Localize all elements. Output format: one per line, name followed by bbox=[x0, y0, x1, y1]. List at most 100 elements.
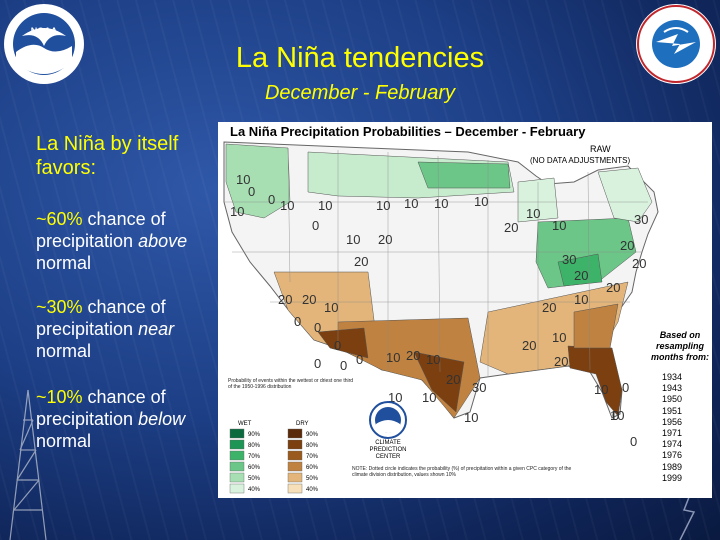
noaa-logo: NOAA bbox=[4, 4, 84, 84]
legend-wet-value: 40% bbox=[248, 487, 261, 493]
cpc-logo bbox=[369, 401, 407, 439]
map-title: La Niña Precipitation Probabilities – De… bbox=[230, 124, 586, 139]
legend-dry-swatch bbox=[287, 483, 303, 494]
map-note: NOTE: Dotted circle indicates the probab… bbox=[352, 466, 572, 478]
map-value: 20 bbox=[302, 292, 317, 307]
year-item: 1950 bbox=[662, 394, 683, 405]
map-value: 20 bbox=[378, 232, 393, 247]
cpc-label: CLIMATE PREDICTION CENTER bbox=[369, 440, 407, 460]
map-value: 20 bbox=[574, 268, 589, 283]
map-value: 20 bbox=[278, 292, 293, 307]
legend-wet-swatch bbox=[229, 428, 245, 439]
map-value: 20 bbox=[446, 372, 461, 387]
year-item: 1971 bbox=[662, 428, 683, 439]
year-item: 1976 bbox=[662, 450, 683, 461]
year-item: 1934 bbox=[662, 372, 683, 382]
map-value: 30 bbox=[562, 252, 577, 267]
legend-dry-value: 80% bbox=[306, 443, 319, 449]
map-value: 10 bbox=[318, 198, 333, 213]
years-list: 1934 1943 1950 1951 1956 1971 1974 1976 1989 1999 bbox=[662, 372, 682, 484]
bullet-text: chance of precipitation bbox=[36, 297, 166, 339]
map-value: 10 bbox=[376, 198, 391, 213]
map-value: 10 bbox=[422, 390, 437, 405]
legend-dry-swatch bbox=[287, 472, 303, 483]
bullet-percent: ~30% bbox=[36, 297, 83, 317]
map-value: 20 bbox=[504, 220, 519, 235]
legend-wet-label: WET bbox=[238, 421, 252, 427]
map-value: 10 bbox=[594, 382, 609, 397]
bullet-text: normal bbox=[36, 431, 92, 451]
map-value: 0 bbox=[356, 352, 364, 367]
bullet-emphasis: near bbox=[138, 319, 175, 339]
legend-wet-value: 60% bbox=[248, 465, 261, 471]
wet-region-northernplains bbox=[417, 161, 511, 189]
map-value: 0 bbox=[248, 184, 256, 199]
precipitation-map: La Niña Precipitation Probabilities – De… bbox=[218, 122, 712, 498]
legend-dry-swatch bbox=[287, 450, 303, 461]
legend-wet-swatch bbox=[229, 439, 245, 450]
map-value: 0 bbox=[630, 434, 638, 449]
legend-caption: Probability of events within the wettest… bbox=[228, 378, 354, 390]
bullet-emphasis: below bbox=[138, 409, 186, 429]
map-value: 10 bbox=[388, 390, 403, 405]
slide-title: La Niña tendencies bbox=[235, 42, 485, 74]
legend-dry-label: DRY bbox=[296, 421, 309, 427]
nws-logo bbox=[636, 4, 716, 84]
map-value: 10 bbox=[346, 232, 361, 247]
map-value: 30 bbox=[634, 212, 649, 227]
year-item: 1951 bbox=[662, 405, 683, 416]
map-value: 10 bbox=[426, 352, 441, 367]
legend-wet-value: 70% bbox=[248, 454, 261, 460]
bullet-percent: ~10% bbox=[36, 387, 83, 407]
dry-region-florida bbox=[567, 345, 623, 417]
bullet-near-normal: ~30% chance of precipitation near normal bbox=[36, 296, 216, 362]
bullet-percent: ~60% bbox=[36, 209, 83, 229]
map-value: 10 bbox=[552, 218, 567, 233]
state-lines bbox=[224, 147, 648, 376]
bullet-text: normal bbox=[36, 341, 92, 361]
map-value: 0 bbox=[312, 218, 320, 233]
no-adjustment-label: (NO DATA ADJUSTMENTS) bbox=[530, 156, 631, 165]
bullet-above-normal: ~60% chance of precipitation above norma… bbox=[36, 208, 216, 274]
map-value: 10 bbox=[574, 292, 589, 307]
dry-region-texas bbox=[413, 351, 465, 413]
legend-dry-swatch bbox=[287, 428, 303, 439]
map-value: 10 bbox=[280, 198, 295, 213]
legend-wet-swatch bbox=[229, 483, 245, 494]
year-item: 1989 bbox=[662, 461, 683, 472]
legend-wet-swatch bbox=[229, 472, 245, 483]
map-value: 10 bbox=[230, 204, 245, 219]
legend-dry-value: 50% bbox=[306, 476, 319, 482]
map-value: 20 bbox=[554, 354, 569, 369]
legend-wet-swatch bbox=[229, 461, 245, 472]
dry-region-southwest-core bbox=[317, 327, 369, 359]
radio-tower-image bbox=[9, 389, 47, 540]
map-value: 20 bbox=[354, 254, 369, 269]
legend-wet-swatch bbox=[229, 450, 245, 461]
map-value: 20 bbox=[606, 280, 621, 295]
legend-dry-value: 60% bbox=[306, 465, 319, 471]
map-value: 20 bbox=[620, 238, 635, 253]
map-value: 0 bbox=[294, 314, 302, 329]
legend-dry-swatch bbox=[287, 461, 303, 472]
map-value: 10 bbox=[404, 196, 419, 211]
legend-dry-value: 90% bbox=[306, 432, 319, 438]
map-value: 20 bbox=[406, 348, 421, 363]
map-value: 20 bbox=[522, 338, 537, 353]
slide-subtitle: December - February bbox=[264, 82, 456, 104]
map-value: 10 bbox=[434, 196, 449, 211]
map-value: 10 bbox=[552, 330, 567, 345]
legend-wet-value: 50% bbox=[248, 476, 261, 482]
raw-label: RAW bbox=[590, 144, 611, 154]
map-value: 0 bbox=[334, 338, 342, 353]
map-value: 0 bbox=[622, 380, 630, 395]
map-value: 30 bbox=[472, 380, 487, 395]
map-value: 10 bbox=[324, 300, 339, 315]
years-heading: Based on resampling months from: bbox=[651, 330, 709, 362]
map-value: 0 bbox=[268, 192, 276, 207]
legend-wet-value: 80% bbox=[248, 443, 261, 449]
map-value: 10 bbox=[464, 410, 479, 425]
year-item: 1943 bbox=[662, 383, 683, 394]
map-value: 0 bbox=[612, 408, 620, 423]
us-map bbox=[223, 141, 659, 419]
